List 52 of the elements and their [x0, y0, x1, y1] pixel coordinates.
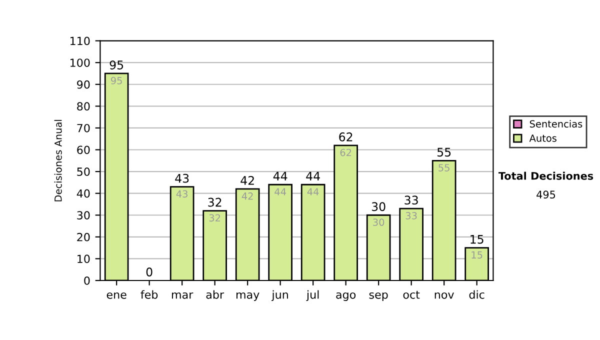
y-axis-title: Decisiones Anual [54, 120, 62, 202]
data-label: 44 [274, 188, 286, 196]
y-tick-label: 60 [77, 146, 90, 154]
legend-label: Autos [529, 134, 556, 142]
x-tick-label: jul [306, 290, 319, 301]
total-label: 43 [175, 174, 189, 183]
y-tick-label: 30 [77, 211, 90, 220]
y-tick-label: 10 [78, 254, 90, 264]
total-label: 55 [437, 148, 451, 157]
y-tick-label: 70 [77, 124, 90, 132]
data-label: 55 [438, 164, 450, 172]
data-label: 44 [307, 188, 319, 196]
x-tick-label: oct [403, 290, 420, 299]
x-tick-label: dic [469, 290, 484, 299]
total-label: 15 [470, 235, 484, 244]
x-tick-label: feb [140, 290, 158, 299]
y-tick-label: 40 [76, 189, 90, 198]
text: Total Decisiones [498, 172, 594, 180]
data-label: 30 [373, 218, 384, 226]
legend-label: Sentencias [530, 120, 582, 128]
y-tick-label: 0 [84, 276, 90, 285]
data-label: 42 [242, 192, 253, 200]
y-tick-label: 90 [77, 80, 90, 89]
total-label: 62 [339, 132, 352, 142]
y-tick-label: 100 [70, 58, 90, 67]
data-label: 32 [209, 214, 220, 222]
total-label: 42 [240, 176, 254, 185]
y-tick-label: 80 [77, 102, 90, 111]
x-tick-label: mar [172, 292, 194, 299]
data-label: 33 [406, 212, 417, 220]
x-tick-label: nov [434, 292, 454, 299]
data-label: 43 [176, 190, 188, 198]
total-label: 44 [273, 172, 288, 180]
x-tick-label: ene [106, 292, 126, 299]
x-tick-label: jun [272, 290, 288, 301]
total-label: 44 [306, 172, 320, 180]
total-label: 0 [146, 268, 152, 276]
data-label: 62 [340, 148, 352, 156]
x-tick-label: ago [336, 292, 356, 301]
y-tick-label: 50 [77, 168, 90, 176]
total-label: 32 [208, 198, 222, 207]
total-label: 30 [372, 202, 386, 212]
x-tick-label: abr [206, 290, 224, 299]
total-label: 95 [110, 60, 124, 70]
x-tick-label: may [236, 292, 260, 301]
total-label: 33 [404, 196, 418, 205]
data-label: 95 [111, 76, 122, 84]
x-tick-label: sep [369, 292, 388, 301]
y-tick-label: 110 [70, 36, 90, 46]
y-tick-label: 20 [77, 232, 90, 242]
data-label: 15 [472, 251, 482, 259]
text: 495 [536, 190, 556, 199]
